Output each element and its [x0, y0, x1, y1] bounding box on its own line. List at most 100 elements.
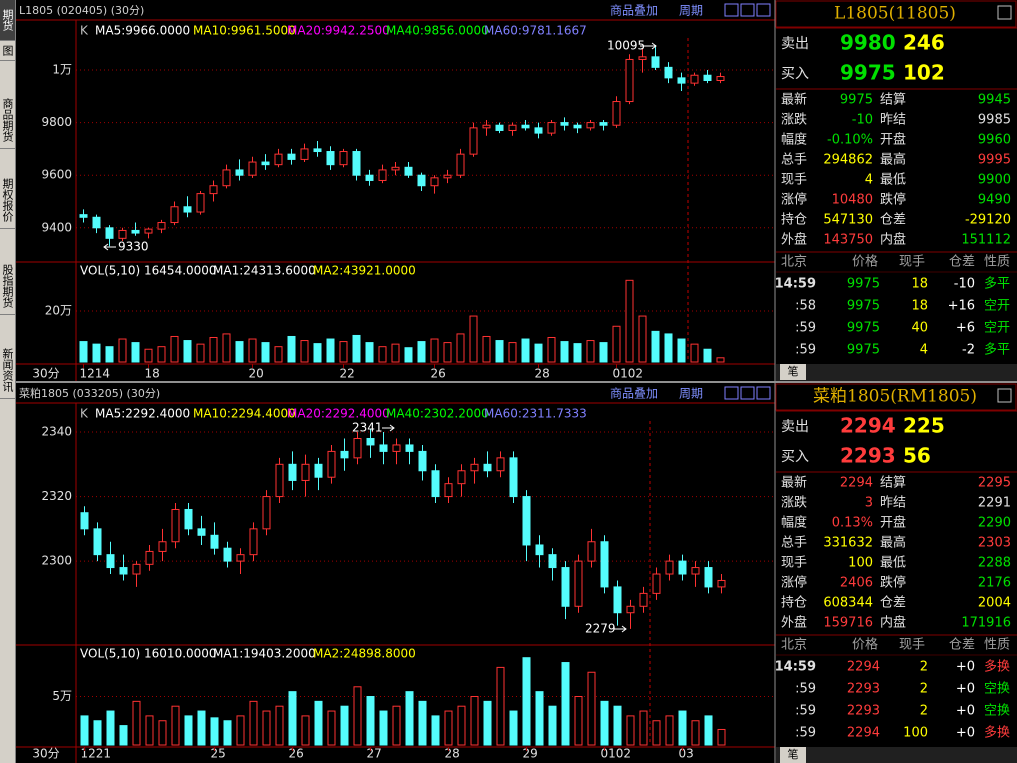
trade-time: :59	[795, 343, 816, 358]
volume-bar	[353, 686, 362, 746]
volume-bar	[378, 346, 387, 363]
trade-time: :59	[795, 321, 816, 336]
book-qty: 225	[903, 414, 945, 438]
field-label: 昨结	[880, 113, 906, 128]
volume-bar	[509, 710, 518, 746]
volume-bar	[300, 340, 309, 363]
candle-body	[118, 229, 127, 239]
toolbar-icon[interactable]	[756, 3, 771, 17]
field-label: 涨停	[781, 575, 807, 591]
field-value: 9995	[978, 153, 1011, 168]
trade-nature: 空换	[984, 704, 1010, 719]
trade-volume: 2	[920, 704, 928, 719]
volume-bar	[196, 343, 205, 363]
volume-bar	[703, 348, 712, 363]
candle-body	[352, 151, 361, 176]
volume-bar	[119, 725, 128, 746]
candle-body	[430, 177, 439, 187]
volume-bar	[287, 335, 296, 363]
trade-tab[interactable]	[780, 364, 806, 380]
candle-body	[379, 444, 388, 452]
quote-icon[interactable]	[997, 388, 1012, 403]
candle-body	[157, 222, 166, 230]
candle-body	[287, 153, 296, 160]
book-price: 9975	[840, 61, 896, 85]
tab-strip	[776, 364, 1017, 381]
overlay-button[interactable]: 商品叠加	[610, 386, 658, 401]
trade-header: 仓差	[949, 638, 975, 653]
candle-body	[599, 122, 608, 126]
volume-bar	[391, 343, 400, 363]
field-label: 现手	[781, 173, 807, 188]
sidebar-tab[interactable]: 期权报价	[0, 172, 15, 229]
book-label: 买入	[781, 66, 809, 82]
price-annotation: 10095	[607, 39, 645, 53]
trade-price: 2294	[847, 726, 880, 741]
candle-body	[690, 74, 699, 84]
volume-bar	[457, 705, 466, 746]
toolbar-icon[interactable]	[724, 386, 739, 400]
field-value: 2291	[978, 496, 1011, 511]
volume-bar	[132, 700, 141, 746]
overlay-button[interactable]: 商品叠加	[610, 3, 658, 18]
candle-body	[456, 153, 465, 176]
vol-legend: MA1:24313.6000	[213, 264, 316, 278]
ma-legend: MA5:9966.0000	[95, 24, 190, 38]
candle-body	[482, 124, 491, 129]
field-value: 171916	[961, 616, 1011, 631]
sidebar-tab[interactable]: 新闻资讯	[0, 342, 15, 399]
trade-nature: 多换	[984, 659, 1010, 675]
volume-bar	[560, 341, 569, 363]
field-label: 涨停	[781, 192, 807, 208]
quote-icon[interactable]	[997, 5, 1012, 20]
period-button[interactable]: 周期	[679, 4, 703, 18]
toolbar-icon[interactable]	[740, 3, 755, 17]
tab-strip	[776, 747, 1017, 763]
sidebar-tab[interactable]: 股指期货	[0, 258, 15, 315]
trade-header: 性质	[984, 255, 1010, 270]
toolbar-icon[interactable]	[740, 386, 755, 400]
x-tick-label: 28	[445, 747, 460, 761]
field-value: 4	[865, 173, 873, 188]
trade-change: -2	[962, 343, 975, 358]
candle-body	[665, 560, 674, 575]
toolbar-icon[interactable]	[756, 386, 771, 400]
trade-price: 9975	[847, 277, 880, 292]
volume-bar	[288, 691, 297, 746]
vol-legend: VOL(5,10) 16010.0000	[80, 647, 217, 661]
candle-body	[535, 544, 544, 556]
field-label: 总手	[781, 153, 807, 168]
volume-bar	[236, 715, 245, 746]
ma-legend: K	[80, 24, 89, 38]
quote-title: L1805(11805)	[834, 4, 956, 24]
candle-body	[509, 457, 518, 498]
trade-tab[interactable]	[780, 747, 806, 763]
volume-bar	[586, 340, 595, 363]
candle-body	[457, 470, 466, 485]
trade-header: 现手	[899, 255, 925, 270]
volume-bar	[482, 335, 491, 363]
sidebar-tab[interactable]: 期货	[0, 0, 15, 41]
field-value: 608344	[823, 596, 873, 611]
field-label: 外盘	[781, 232, 807, 248]
candle-body	[418, 450, 427, 472]
book-price: 9980	[840, 31, 896, 55]
candle-body	[236, 554, 245, 562]
candle-body	[196, 193, 205, 213]
volume-bar	[339, 341, 348, 363]
field-label: 昨结	[880, 496, 906, 511]
trade-volume: 18	[911, 277, 928, 292]
sidebar-tab[interactable]: 商品期货	[0, 92, 15, 149]
period-button[interactable]: 周期	[679, 387, 703, 401]
volume-bar	[261, 342, 270, 363]
trade-nature: 多换	[984, 725, 1010, 741]
trade-price: 9975	[847, 343, 880, 358]
trade-time: 14:59	[775, 277, 816, 292]
toolbar-icon[interactable]	[724, 3, 739, 17]
field-value: 9985	[978, 113, 1011, 128]
field-value: -10	[852, 113, 873, 128]
sidebar-tab[interactable]: 图	[0, 40, 15, 61]
y-tick-label: 2320	[41, 489, 72, 503]
candle-body	[274, 153, 283, 166]
